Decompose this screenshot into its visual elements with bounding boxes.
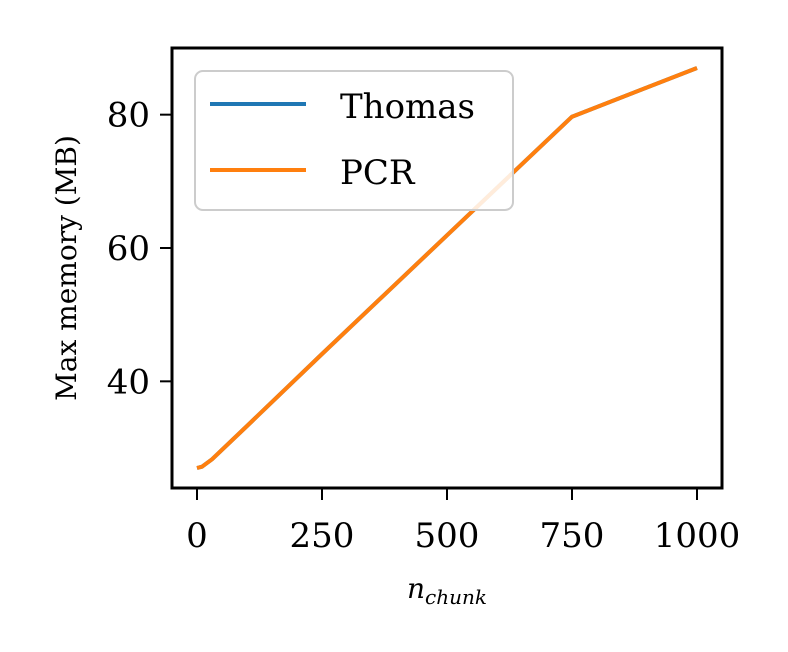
y-axis-ticks: 40 60 80 (107, 96, 172, 402)
x-axis-ticks: 0 250 500 750 1000 (186, 488, 740, 556)
x-tick-label: 250 (290, 516, 355, 556)
x-tick-label: 750 (540, 516, 605, 556)
legend-label-thomas: Thomas (340, 87, 475, 127)
series-line-pcr (196, 66, 698, 470)
legend: Thomas PCR (194, 70, 514, 211)
legend-label-pcr: PCR (340, 153, 416, 193)
y-axis-label: Max memory (MB) (50, 135, 83, 401)
x-axis-label-subscript: chunk (425, 585, 487, 609)
x-axis-label: nchunk (407, 572, 487, 609)
x-tick-label: 1000 (654, 516, 741, 556)
x-tick-label: 0 (186, 516, 208, 556)
y-tick-label: 80 (107, 96, 150, 136)
x-tick-label: 500 (415, 516, 480, 556)
y-tick-label: 60 (107, 229, 150, 269)
x-axis-label-main: n (407, 572, 425, 605)
series-layer (196, 66, 698, 470)
y-tick-label: 40 (107, 362, 150, 402)
